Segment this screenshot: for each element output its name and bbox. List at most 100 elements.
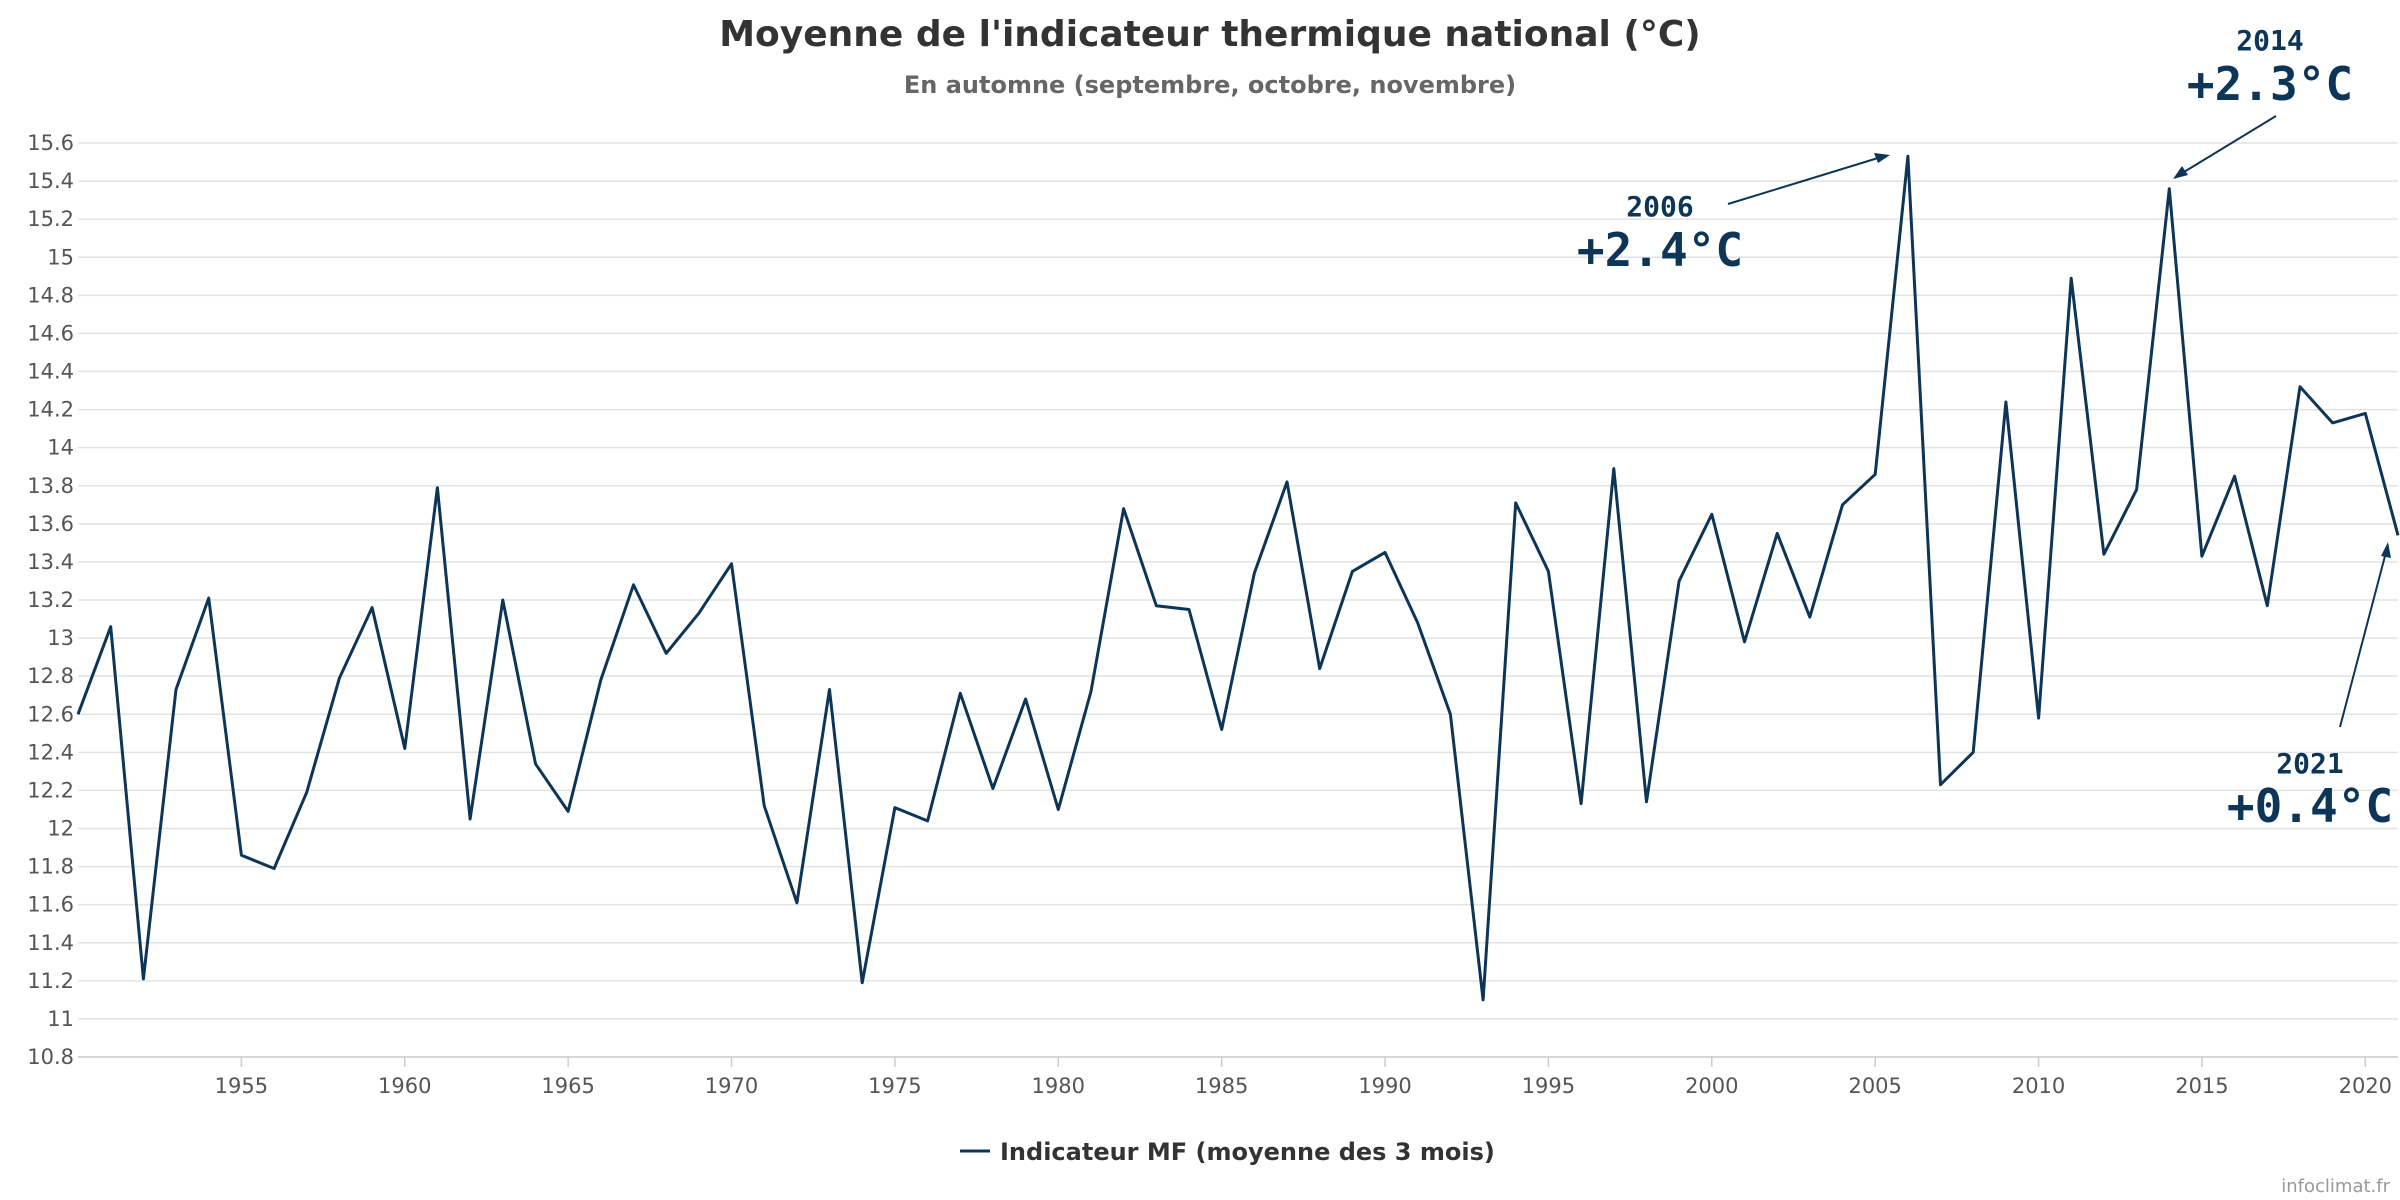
y-tick-label: 11.4 [27, 931, 74, 955]
data-point-1976[interactable] [922, 815, 934, 827]
data-point-1960[interactable] [399, 743, 411, 755]
data-point-1993[interactable] [1477, 994, 1489, 1006]
data-point-2007[interactable] [1935, 779, 1947, 791]
data-point-1967[interactable] [627, 579, 639, 591]
data-point-1988[interactable] [1314, 663, 1326, 675]
data-point-1987[interactable] [1281, 476, 1293, 488]
data-point-2018[interactable] [2294, 381, 2306, 393]
x-tick-label: 1970 [705, 1074, 758, 1098]
data-point-1956[interactable] [268, 862, 280, 874]
y-tick-label: 14.4 [27, 360, 74, 384]
annotation-2021-arrow [2339, 555, 2386, 728]
data-point-1985[interactable] [1216, 723, 1228, 735]
data-point-2015[interactable] [2196, 550, 2208, 562]
data-point-1973[interactable] [824, 683, 836, 695]
data-point-1964[interactable] [529, 758, 541, 770]
annotation-2014-year: 2014 [2236, 24, 2303, 57]
data-point-1952[interactable] [137, 973, 149, 985]
data-point-1961[interactable] [431, 482, 443, 494]
data-point-2002[interactable] [1771, 527, 1783, 539]
data-point-2003[interactable] [1804, 611, 1816, 623]
data-point-2013[interactable] [2131, 484, 2143, 496]
data-point-2010[interactable] [2033, 712, 2045, 724]
data-point-1984[interactable] [1183, 604, 1195, 616]
data-point-1992[interactable] [1444, 708, 1456, 720]
data-point-1971[interactable] [758, 800, 770, 812]
data-point-2008[interactable] [1967, 746, 1979, 758]
data-point-2009[interactable] [2000, 396, 2012, 408]
data-point-2006[interactable] [1902, 150, 1914, 162]
data-point-1974[interactable] [856, 977, 868, 989]
data-point-2000[interactable] [1706, 508, 1718, 520]
data-points [72, 150, 2400, 1006]
data-point-2001[interactable] [1738, 636, 1750, 648]
x-tick-label: 1990 [1358, 1074, 1411, 1098]
x-tick-label: 1995 [1522, 1074, 1575, 1098]
data-point-1998[interactable] [1640, 796, 1652, 808]
data-point-1997[interactable] [1608, 463, 1620, 475]
data-point-1953[interactable] [170, 683, 182, 695]
x-tick-label: 2000 [1685, 1074, 1738, 1098]
data-point-1962[interactable] [464, 813, 476, 825]
data-point-1959[interactable] [366, 602, 378, 614]
x-tick-label: 1975 [868, 1074, 921, 1098]
data-point-1972[interactable] [791, 897, 803, 909]
data-point-1989[interactable] [1346, 565, 1358, 577]
data-point-1980[interactable] [1052, 803, 1064, 815]
data-point-1999[interactable] [1673, 575, 1685, 587]
data-point-2016[interactable] [2229, 470, 2241, 482]
data-point-1986[interactable] [1248, 567, 1260, 579]
data-point-1978[interactable] [987, 783, 999, 795]
annotation-2006-arrowhead [1874, 153, 1890, 163]
data-point-2012[interactable] [2098, 548, 2110, 560]
data-point-1955[interactable] [235, 849, 247, 861]
data-point-1981[interactable] [1085, 685, 1097, 697]
data-point-1990[interactable] [1379, 546, 1391, 558]
data-point-2019[interactable] [2327, 417, 2339, 429]
data-point-1977[interactable] [954, 687, 966, 699]
grid-lines [78, 142, 2398, 1058]
legend[interactable]: Indicateur MF (moyenne des 3 mois) [960, 1138, 1495, 1166]
x-tick-label: 1960 [378, 1074, 431, 1098]
y-tick-label: 11.8 [27, 855, 74, 879]
x-tick-label: 2015 [2175, 1074, 2228, 1098]
data-point-1975[interactable] [889, 802, 901, 814]
y-tick-label: 14.6 [27, 321, 74, 345]
x-tick-label: 2005 [1848, 1074, 1901, 1098]
data-point-1965[interactable] [562, 805, 574, 817]
annotation-2006: 2006 +2.4°C [1577, 153, 1890, 277]
data-point-1951[interactable] [105, 621, 117, 633]
data-point-2020[interactable] [2359, 407, 2371, 419]
data-point-2004[interactable] [1837, 499, 1849, 511]
data-point-1991[interactable] [1412, 617, 1424, 629]
data-point-1969[interactable] [693, 607, 705, 619]
data-point-1982[interactable] [1118, 503, 1130, 515]
data-point-1995[interactable] [1542, 565, 1554, 577]
data-point-1968[interactable] [660, 647, 672, 659]
data-point-1979[interactable] [1020, 693, 1032, 705]
data-point-2011[interactable] [2065, 272, 2077, 284]
data-point-1957[interactable] [301, 786, 313, 798]
data-point-1954[interactable] [203, 592, 215, 604]
annotation-2021-value: +0.4°C [2227, 779, 2393, 833]
data-point-1996[interactable] [1575, 798, 1587, 810]
data-point-1983[interactable] [1150, 600, 1162, 612]
data-point-2005[interactable] [1869, 468, 1881, 480]
data-point-2014[interactable] [2163, 183, 2175, 195]
data-point-1950[interactable] [72, 708, 84, 720]
data-point-1970[interactable] [726, 558, 738, 570]
y-tick-label: 13.4 [27, 550, 74, 574]
data-point-1963[interactable] [497, 594, 509, 606]
annotation-2006-year: 2006 [1626, 190, 1693, 223]
annotation-2021: 2021 +0.4°C [2227, 542, 2393, 833]
data-point-1958[interactable] [333, 672, 345, 684]
y-tick-label: 15.2 [27, 207, 74, 231]
data-point-1966[interactable] [595, 674, 607, 686]
credit-text: infoclimat.fr [2281, 1176, 2390, 1197]
y-tick-label: 15.6 [27, 131, 74, 155]
y-tick-label: 11.2 [27, 969, 74, 993]
data-point-2021[interactable] [2392, 529, 2400, 541]
data-point-2017[interactable] [2261, 600, 2273, 612]
data-point-1994[interactable] [1510, 497, 1522, 509]
